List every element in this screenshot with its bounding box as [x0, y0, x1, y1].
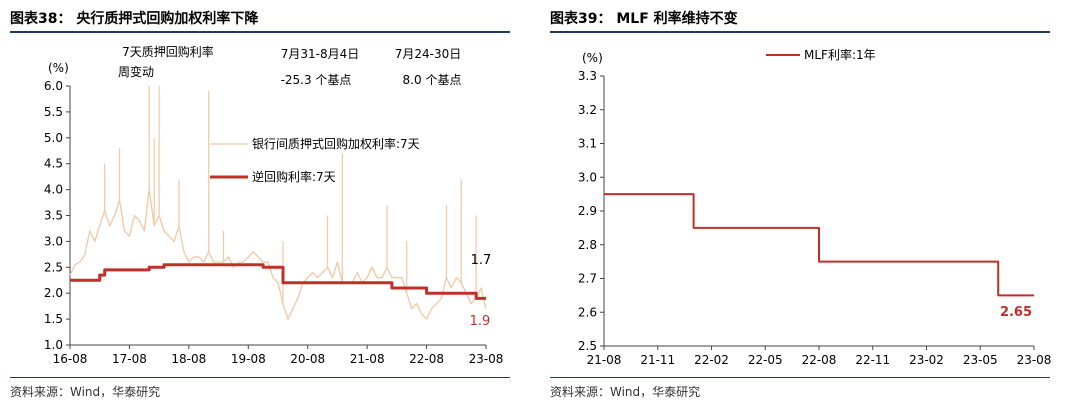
- note-col3-value: 8.0 个基点: [403, 73, 462, 87]
- left-source-note: 资料来源：Wind，华泰研究: [10, 385, 161, 399]
- series-line-1: [69, 188, 487, 320]
- y-tick-label: 2.5: [578, 339, 597, 353]
- y-tick-label: 3.2: [578, 103, 597, 117]
- y-tick-label: 4.0: [44, 183, 63, 197]
- x-tick-label: 23-08: [469, 352, 504, 366]
- x-tick-label: 23-02: [909, 353, 944, 367]
- y-tick-label: 3.0: [578, 170, 597, 184]
- legend-label: MLF利率:1年: [804, 47, 876, 62]
- y-tick-label: 1.0: [44, 338, 63, 352]
- x-tick-label: 16-08: [53, 352, 88, 366]
- end-value-label: 1.7: [471, 253, 492, 268]
- y-tick-label: 2.9: [578, 204, 597, 218]
- right-source-note: 资料来源：Wind，华泰研究: [550, 385, 701, 399]
- right-title-rule: [550, 31, 1050, 33]
- note-col2-value: -25.3 个基点: [281, 73, 352, 87]
- x-tick-label: 21-11: [640, 353, 675, 367]
- y-tick-label: 2.0: [44, 286, 63, 300]
- x-tick-label: 21-08: [350, 352, 385, 366]
- series-line-1: [604, 193, 1034, 297]
- y-tick-label: 1.5: [44, 312, 63, 326]
- y-tick-label: 3.5: [44, 209, 63, 223]
- x-tick-label: 22-11: [855, 353, 890, 367]
- left-source-rule: [10, 377, 510, 378]
- x-tick-label: 17-08: [112, 352, 147, 366]
- x-tick-label: 21-08: [587, 353, 622, 367]
- y-tick-label: 4.5: [44, 157, 63, 171]
- end-value-label: 2.65: [1000, 305, 1032, 320]
- right-source-rule: [550, 377, 1050, 378]
- note-col3-head: 7月24-30日: [395, 47, 462, 61]
- y-tick-label: 2.8: [578, 238, 597, 252]
- x-tick-label: 22-05: [748, 353, 783, 367]
- end-value-label: 1.9: [470, 314, 491, 329]
- x-tick-label: 22-02: [694, 353, 729, 367]
- y-axis-unit-label: (%): [582, 51, 603, 65]
- y-axis-unit-label: (%): [48, 61, 69, 75]
- note-col1-line1: 7天质押回购利率: [122, 44, 214, 59]
- y-tick-label: 6.0: [44, 79, 63, 93]
- left-figure-panel: 图表38： 央行质押式回购加权利率下降 (%) 1.0 1.5 2.0 2.5 3.0 3.…: [0, 0, 520, 409]
- left-title-rule: [10, 31, 510, 33]
- y-tick-label: 5.0: [44, 131, 63, 145]
- series-line-2: [70, 263, 486, 300]
- right-chart: (%) 2.5 2.6 2.7 2.8 2.9 3.0 3.1 3.2 3.3 21-08 21-11…: [578, 47, 1052, 367]
- y-tick-label: 2.6: [578, 305, 597, 319]
- y-tick-label: 3.3: [578, 69, 597, 83]
- left-chart: (%) 1.0 1.5 2.0 2.5 3.0 3.5 4.0 4.5 5.0 5.5 6.0 16-0…: [44, 44, 504, 366]
- x-tick-label: 23-08: [1017, 353, 1052, 367]
- y-tick-label: 2.7: [578, 272, 597, 286]
- y-tick-label: 2.5: [44, 260, 63, 274]
- note-col2-head: 7月31-8月4日: [281, 47, 360, 61]
- right-figure-panel: 图表39： MLF 利率维持不变 (%) 2.5 2.6 2.7 2.8 2.9 3.0 3.…: [540, 0, 1080, 409]
- x-tick-label: 19-08: [231, 352, 266, 366]
- y-tick-label: 3.1: [578, 137, 597, 151]
- note-col1-line2: 周变动: [118, 64, 154, 79]
- legend-label: 银行间质押式回购加权利率:7天: [252, 136, 420, 151]
- x-tick-label: 18-08: [171, 352, 206, 366]
- x-tick-label: 22-08: [409, 352, 444, 366]
- y-tick-label: 3.0: [44, 234, 63, 248]
- x-tick-label: 23-05: [963, 353, 998, 367]
- legend-label: 逆回购利率:7天: [252, 169, 336, 184]
- x-tick-label: 20-08: [290, 352, 325, 366]
- left-figure-title: 图表38： 央行质押式回购加权利率下降: [10, 11, 259, 27]
- x-tick-label: 22-08: [802, 353, 837, 367]
- y-tick-label: 5.5: [44, 105, 63, 119]
- right-figure-title: 图表39： MLF 利率维持不变: [550, 11, 738, 27]
